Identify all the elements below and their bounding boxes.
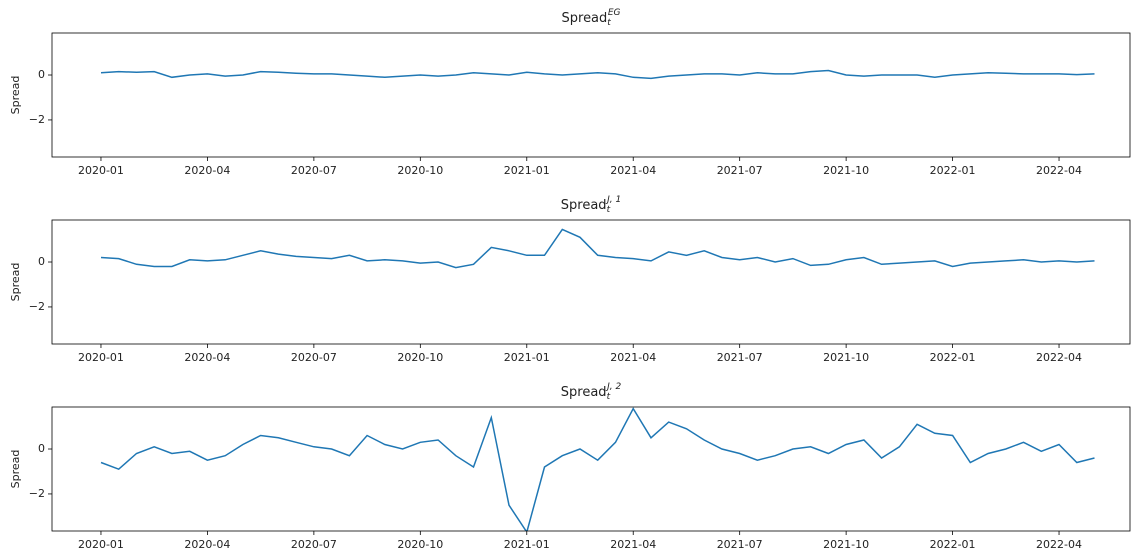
y-tick-label: 0 [38,255,45,268]
x-tick-label: 2020-07 [291,351,337,364]
x-tick-label: 2020-10 [397,351,443,364]
title-subscript: t [607,18,611,28]
x-tick-label: 2022-01 [930,351,976,364]
y-tick-label: −2 [29,113,45,126]
x-tick-label: 2020-01 [78,351,124,364]
x-tick-label: 2021-10 [823,164,869,177]
y-tick-label: −2 [29,487,45,500]
title-subscript: t [607,392,611,402]
x-tick-label: 2020-07 [291,164,337,177]
y-axis-label: Spread [9,263,22,302]
series-line [100,228,1095,269]
y-tick-label: 0 [38,68,45,81]
x-tick-label: 2020-10 [397,538,443,551]
x-tick-label: 2020-01 [78,164,124,177]
subplot-title: SpreadtJ, 2 [561,382,622,402]
x-tick-label: 2021-04 [610,164,656,177]
subplot-title: SpreadtEG [562,8,621,28]
x-tick-label: 2021-01 [504,351,550,364]
plot-area [100,69,1095,80]
x-tick-label: 2020-01 [78,538,124,551]
x-tick-label: 2020-07 [291,538,337,551]
x-tick-label: 2021-07 [717,164,763,177]
plot-area [100,407,1095,531]
title-text: Spread [561,385,607,400]
x-tick-label: 2021-01 [504,538,550,551]
title-subscript: t [607,205,611,215]
x-tick-label: 2021-07 [717,538,763,551]
series-line [100,407,1095,531]
title-text: Spread [561,198,607,213]
y-tick-label: −2 [29,300,45,313]
x-tick-label: 2022-04 [1036,538,1082,551]
y-tick-label: 0 [38,442,45,455]
title-superscript: J, 2 [605,382,621,392]
y-axis-label: Spread [9,76,22,115]
x-tick-label: 2022-04 [1036,164,1082,177]
x-tick-label: 2020-04 [184,538,230,551]
x-tick-label: 2020-04 [184,164,230,177]
x-tick-label: 2021-01 [504,164,550,177]
x-tick-label: 2021-07 [717,351,763,364]
x-tick-label: 2021-10 [823,351,869,364]
x-tick-label: 2021-04 [610,538,656,551]
series-line [100,69,1095,80]
x-tick-label: 2021-04 [610,351,656,364]
title-superscript: EG [608,8,621,18]
subplot: 2020-01 2020-04 2020-07 2020-10 2021-01 2021-… [9,382,1131,551]
x-tick-label: 2021-10 [823,538,869,551]
axes-frame [51,406,1131,532]
subplot: 2020-01 2020-04 2020-07 2020-10 2021-01 2021-… [9,195,1131,364]
title-text: Spread [562,11,608,26]
axes-frame [51,32,1131,158]
axes-frame [51,219,1131,345]
x-tick-label: 2020-04 [184,351,230,364]
x-tick-label: 2022-01 [930,538,976,551]
plot-area [100,228,1095,269]
title-superscript: J, 1 [605,195,621,205]
subplot-title: SpreadtJ, 1 [561,195,621,215]
y-axis-label: Spread [9,450,22,489]
x-tick-label: 2022-04 [1036,351,1082,364]
subplot: 2020-01 2020-04 2020-07 2020-10 2021-01 2021-… [9,8,1131,177]
x-tick-label: 2020-10 [397,164,443,177]
x-tick-label: 2022-01 [930,164,976,177]
